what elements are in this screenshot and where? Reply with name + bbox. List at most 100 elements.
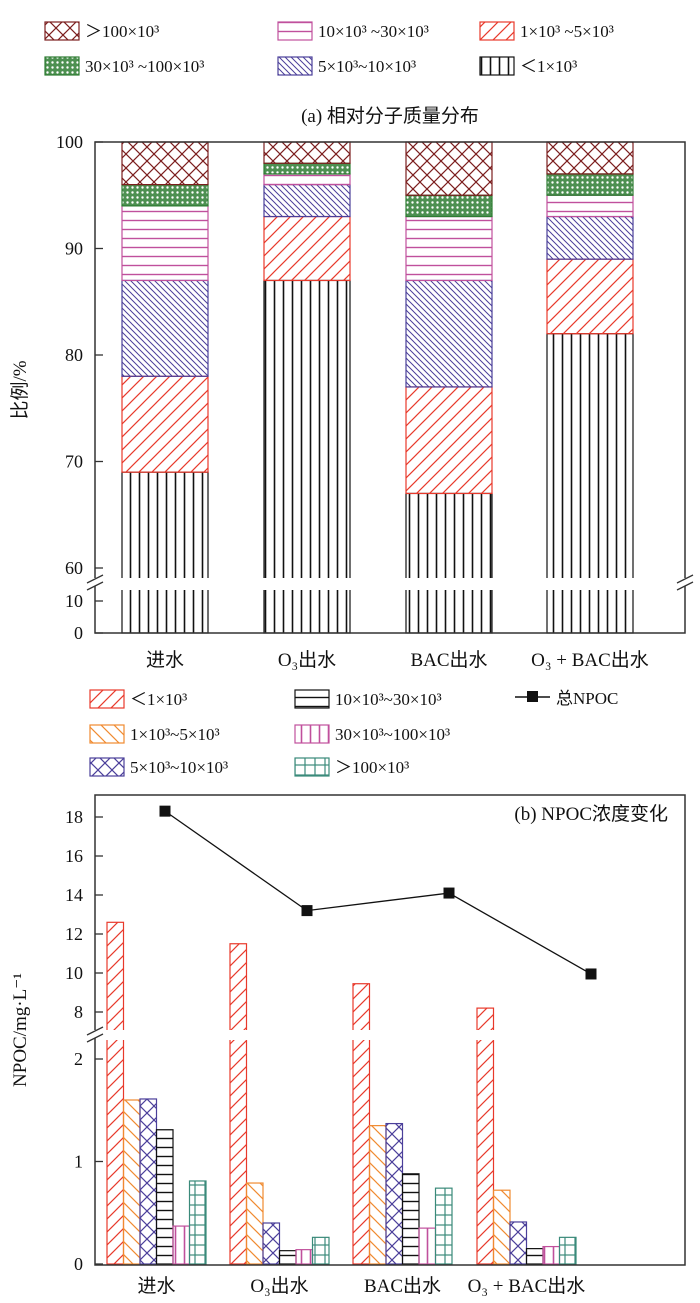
bar-segment xyxy=(121,205,209,282)
legend-label: 1×10³~5×10³ xyxy=(130,725,220,744)
bar xyxy=(262,1222,281,1265)
legend-swatch xyxy=(277,56,313,76)
legend-item: ＜1×10³ xyxy=(89,689,187,709)
bar xyxy=(401,1173,420,1265)
legend-swatch xyxy=(294,689,330,709)
bar-segment xyxy=(263,184,351,218)
legend-swatch xyxy=(89,689,125,709)
panel-a-title: (a) 相对分子质量分布 xyxy=(301,105,479,127)
bar-segment xyxy=(546,194,634,218)
panel-b-ylabel: NPOC/mg·L⁻¹ xyxy=(10,973,31,1087)
bar xyxy=(558,1236,577,1265)
legend-label: 10×10³ ~30×10³ xyxy=(318,22,429,41)
x-tick-label: O₃出水 xyxy=(250,1275,308,1297)
y-tick-label: 80 xyxy=(65,345,83,365)
legend-label: ＜1×10³ xyxy=(520,57,577,76)
bar xyxy=(492,1189,511,1265)
bar-segment xyxy=(121,471,209,634)
y-tick-label: 60 xyxy=(65,558,83,578)
legend-swatch xyxy=(294,757,330,777)
bar-segment xyxy=(546,173,634,196)
legend-item: 10×10³~30×10³ xyxy=(294,689,442,709)
legend-item: ＞100×10³ xyxy=(44,21,159,41)
bar-segment xyxy=(546,258,634,335)
x-tick-label: BAC出水 xyxy=(364,1275,441,1297)
y-tick-label: 10 xyxy=(65,963,83,983)
y-tick-label: 0 xyxy=(74,1254,83,1274)
panel-b-title: (b) NPOC浓度变化 xyxy=(514,803,668,825)
legend-swatch xyxy=(479,56,515,76)
bar xyxy=(229,943,248,1265)
bar xyxy=(418,1227,437,1265)
y-tick-label: 1 xyxy=(74,1152,83,1172)
legend-item: 5×10³~10×10³ xyxy=(277,56,416,76)
legend-label: 30×10³~100×10³ xyxy=(335,725,450,744)
y-tick-label: 70 xyxy=(65,452,83,472)
y-tick-label: 100 xyxy=(56,132,83,152)
legend-item: 1×10³~5×10³ xyxy=(89,724,220,744)
bar xyxy=(139,1098,158,1265)
bar-segment xyxy=(263,215,351,282)
bar-group-3 xyxy=(352,983,453,1265)
panel-b: 进水 O₃出水 BAC出水 O₃ + BAC出水01281012141618＜1×10… xyxy=(65,689,686,1297)
npoc-marker xyxy=(443,887,455,899)
legend-label: 10×10³~30×10³ xyxy=(335,690,442,709)
bar xyxy=(476,1007,495,1265)
bar-segment xyxy=(546,141,634,175)
legend-label: 1×10³ ~5×10³ xyxy=(520,22,614,41)
y-tick-label: 12 xyxy=(65,924,83,944)
bar xyxy=(155,1129,174,1265)
y-tick-label: 18 xyxy=(65,807,83,827)
axis-break-mark xyxy=(676,574,694,584)
legend-item: 总NPOC xyxy=(515,689,618,708)
bar-segment xyxy=(121,141,209,186)
bar-segment xyxy=(121,375,209,473)
legend-item: 10×10³ ~30×10³ xyxy=(277,21,429,41)
y-tick-label: 90 xyxy=(65,239,83,259)
bar xyxy=(311,1236,330,1265)
legend-swatch xyxy=(44,56,80,76)
y-tick-label: 0 xyxy=(74,623,83,643)
npoc-marker xyxy=(301,905,313,917)
bar xyxy=(172,1225,191,1265)
bar xyxy=(106,921,125,1265)
bar-group-1 xyxy=(106,921,207,1265)
axis-break-mark xyxy=(676,581,694,591)
legend-item: 5×10³~10×10³ xyxy=(89,757,228,777)
stacked-bar-2 xyxy=(263,141,351,634)
x-tick-label: O₃ + BAC出水 xyxy=(468,1275,586,1297)
npoc-marker xyxy=(159,805,171,817)
bar-segment xyxy=(405,141,493,196)
bar-segment xyxy=(121,279,209,377)
legend-label: ＞100×10³ xyxy=(85,22,159,41)
bar-group-2 xyxy=(229,943,330,1265)
legend-item: 30×10³ ~100×10³ xyxy=(44,56,204,76)
panel-a-ylabel: 比例/% xyxy=(9,360,31,419)
bar xyxy=(278,1250,297,1265)
legend-label: 5×10³~10×10³ xyxy=(318,57,416,76)
bar xyxy=(434,1187,453,1265)
y-tick-label: 2 xyxy=(74,1049,83,1069)
bar xyxy=(368,1125,387,1265)
bar xyxy=(525,1248,544,1265)
x-tick-label: O₃ + BAC出水 xyxy=(531,649,649,671)
legend-item: 1×10³ ~5×10³ xyxy=(479,21,614,41)
bar-segment xyxy=(405,386,493,495)
bar xyxy=(385,1122,404,1265)
bar-segment xyxy=(405,194,493,218)
legend-label: ＞100×10³ xyxy=(335,758,409,777)
bar-segment xyxy=(405,492,493,634)
bar-segment xyxy=(263,141,351,164)
bar xyxy=(352,983,371,1265)
legend-label: 5×10³~10×10³ xyxy=(130,758,228,777)
legend-item: ＞100×10³ xyxy=(294,757,409,777)
legend-swatch xyxy=(89,724,125,744)
legend-marker xyxy=(527,691,538,702)
legend-swatch xyxy=(44,21,80,41)
bar xyxy=(122,1099,141,1265)
npoc-line xyxy=(164,810,592,975)
bar xyxy=(245,1182,264,1265)
legend-item: 30×10³~100×10³ xyxy=(294,724,450,744)
legend-swatch xyxy=(479,21,515,41)
bar xyxy=(509,1221,528,1265)
